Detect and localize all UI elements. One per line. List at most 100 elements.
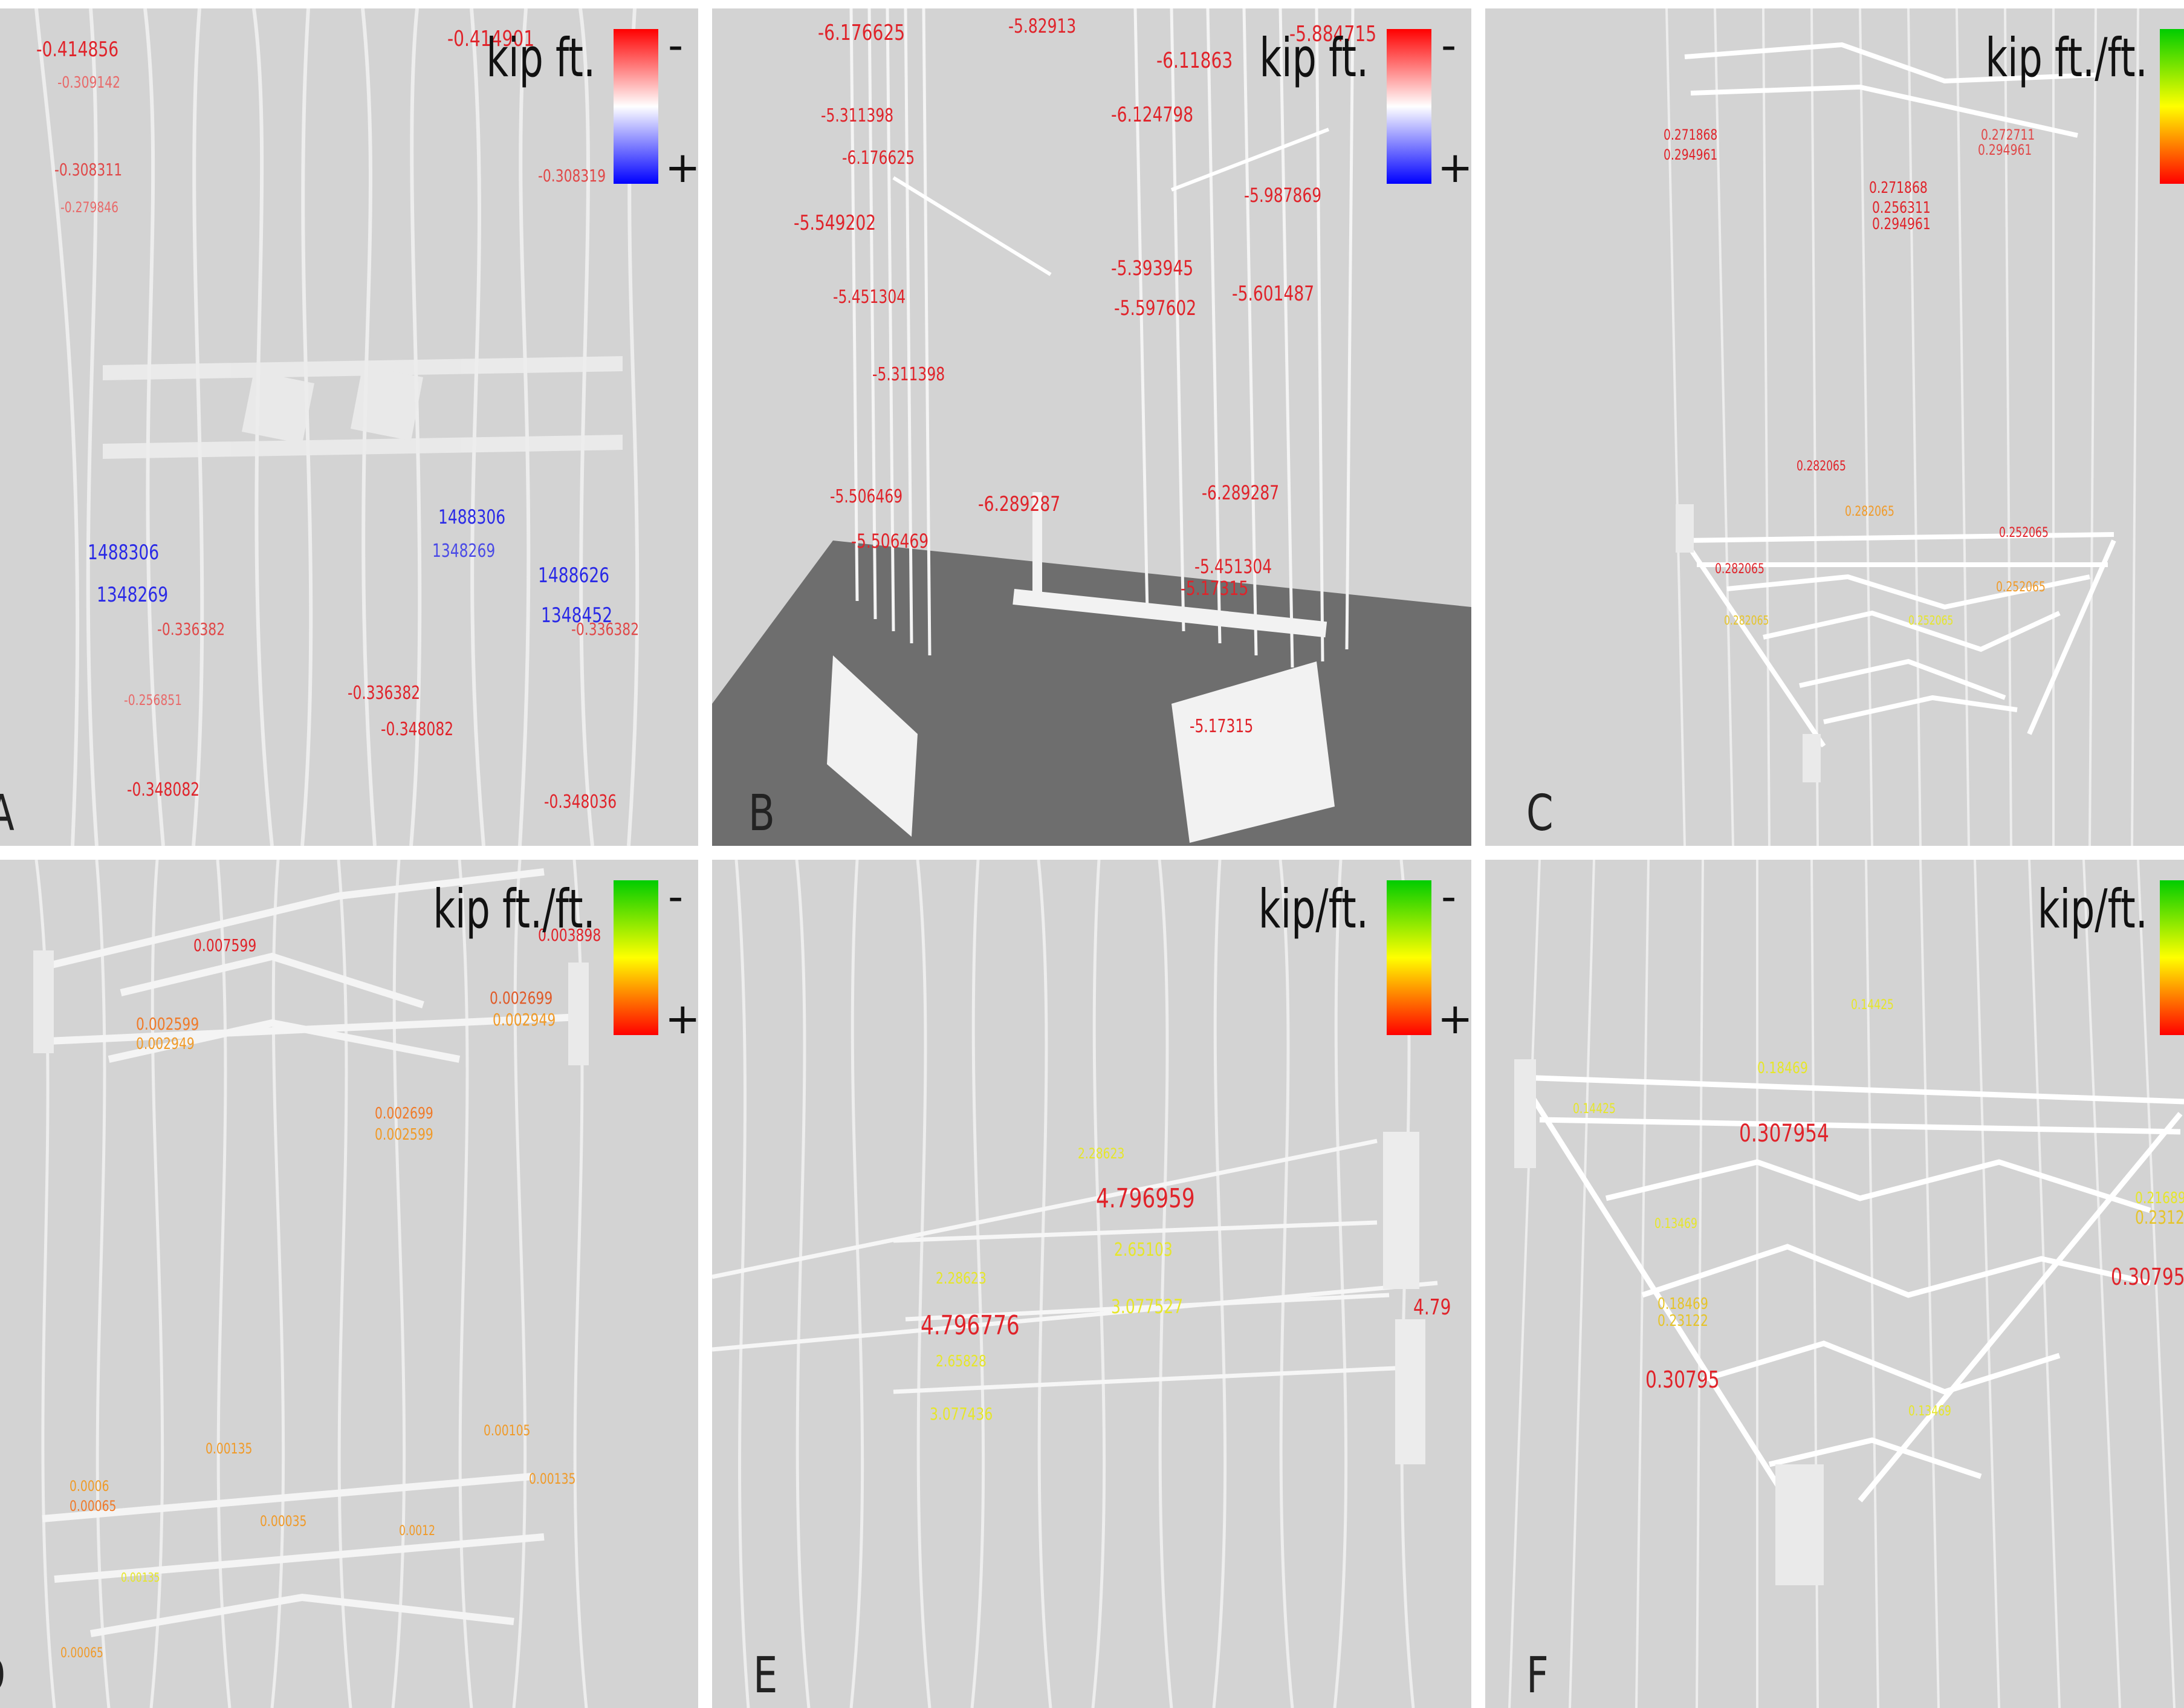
value-label: 0.00065: [70, 1498, 117, 1515]
value-label: 0.00065: [60, 1646, 103, 1661]
value-label: -0.414901: [447, 27, 535, 51]
legend-plus: +: [665, 994, 698, 1044]
value-label: 1488306: [438, 505, 506, 528]
value-label: -5.451304: [833, 287, 906, 308]
value-label: -5.17315: [1190, 716, 1254, 737]
value-label: 0.0012: [399, 1524, 436, 1539]
value-label: -5.987869: [1244, 184, 1322, 207]
value-label: 0.002949: [136, 1035, 195, 1053]
value-label: 2.65828: [936, 1352, 987, 1371]
value-label: 0.00135: [121, 1570, 160, 1585]
panel-letter: C: [1526, 785, 1554, 842]
value-label: 0.252065: [1908, 613, 1954, 628]
value-label: -5.82913: [1008, 15, 1077, 37]
value-label: 0.002949: [493, 1010, 556, 1030]
legend-minus: -: [668, 872, 684, 921]
color-legend: [1387, 880, 1431, 1035]
value-label: -5.451304: [1194, 555, 1272, 578]
value-label: -0.336382: [157, 619, 225, 639]
value-label: -5.311398: [821, 105, 894, 126]
panel-letter: D: [0, 1647, 5, 1704]
value-label: 0.13469: [1654, 1216, 1697, 1232]
value-label: -6.289287: [1202, 481, 1280, 504]
legend-plus: +: [665, 143, 698, 192]
value-label: 0.002599: [136, 1014, 199, 1034]
value-label: 0.003898: [538, 925, 601, 945]
value-label: -5.311398: [872, 364, 945, 385]
value-label: 0.252065: [1996, 580, 2046, 595]
value-label: 0.30795: [1645, 1366, 1720, 1393]
panel-letter: B: [748, 785, 775, 842]
value-label: -5.601487: [1232, 282, 1315, 306]
value-label: 4.796776: [921, 1310, 1020, 1341]
value-label: 0.00105: [484, 1422, 531, 1439]
value-label: 0.002699: [490, 988, 553, 1008]
structure-drawing: [1665, 8, 2139, 846]
value-label: -0.348036: [544, 791, 617, 813]
unit-label: kip ft./ft.: [1985, 27, 2148, 89]
color-legend: [1387, 29, 1431, 184]
value-label: 0.18469: [1657, 1295, 1708, 1313]
value-label: -0.336382: [571, 619, 640, 639]
value-label: 0.002599: [375, 1126, 433, 1144]
value-label: 1348269: [432, 541, 496, 562]
value-label: 0.21689: [2135, 1189, 2184, 1207]
unit-label: kip ft./ft.: [433, 878, 595, 940]
structure-drawing: [712, 8, 1471, 846]
value-label: 0.30795: [2111, 1264, 2184, 1290]
value-label: -0.348082: [381, 719, 454, 740]
panel-f: 0.307954 0.30795 0.30795 0.18469 0.21689…: [1485, 860, 2184, 1708]
legend-minus: -: [1441, 21, 1457, 70]
unit-label: kip ft.: [486, 27, 595, 89]
value-label: 1348269: [97, 583, 169, 607]
value-label: 0.14425: [1851, 998, 1894, 1013]
structure-drawing: [712, 860, 1438, 1708]
value-label: -0.414856: [36, 37, 119, 62]
value-label: 4.79: [1413, 1295, 1451, 1320]
value-label: 3.077527: [1111, 1295, 1184, 1318]
panel-a: -0.414856 -0.414901 -0.309142 -0.308311 …: [0, 8, 698, 846]
value-label: 0.282065: [1797, 459, 1846, 474]
value-label: 0.271868: [1664, 126, 1718, 143]
value-label: 0.18469: [1757, 1059, 1808, 1077]
value-label: -5.393945: [1111, 256, 1194, 281]
value-label: 0.294961: [1872, 215, 1931, 233]
value-label: 0.00135: [206, 1440, 253, 1457]
value-label: 2.65103: [1114, 1239, 1173, 1261]
value-label: 0.294961: [1664, 146, 1718, 163]
panel-c: 0.271868 0.294961 0.272711 0.294961 0.27…: [1485, 8, 2184, 846]
value-label: 3.077436: [930, 1404, 993, 1424]
value-label: -5.506469: [830, 486, 903, 507]
panel-d: 0.007599 0.003898 0.002699 0.002949 0.00…: [0, 860, 698, 1708]
value-label: -5.17315: [1181, 577, 1249, 600]
panel-letter: A: [0, 785, 15, 842]
structure-drawing: [34, 8, 640, 846]
structure-drawing: [1508, 860, 2184, 1708]
value-label: 0.282065: [1715, 562, 1764, 577]
legend-plus: +: [1437, 143, 1471, 192]
unit-label: kip/ft.: [1258, 878, 1369, 940]
structure-drawing: [33, 860, 589, 1708]
value-label: -0.308319: [538, 166, 606, 186]
color-legend: [614, 29, 658, 184]
value-label: -6.124798: [1111, 103, 1194, 127]
unit-label: kip ft.: [1259, 27, 1369, 89]
panel-e: 4.796959 4.796776 2.65103 3.077527 2.286…: [712, 860, 1471, 1708]
value-label: -0.336382: [348, 683, 421, 704]
value-label: -0.348082: [127, 779, 200, 800]
value-label: 2.28623: [1078, 1145, 1125, 1162]
color-legend: [614, 880, 658, 1035]
panel-letter: E: [753, 1647, 778, 1704]
value-label: 2.28623: [936, 1270, 987, 1288]
value-label: 0.252065: [1999, 525, 2049, 541]
value-label: 0.002699: [375, 1105, 433, 1123]
value-label: 1488626: [538, 563, 610, 588]
color-legend: [2160, 880, 2184, 1035]
unit-label: kip/ft.: [2037, 878, 2148, 940]
value-label: -5.884715: [1289, 22, 1377, 47]
value-label: 1488306: [88, 541, 160, 565]
value-label: 0.14425: [1573, 1102, 1616, 1117]
value-label: 0.0006: [70, 1478, 109, 1495]
value-label: -5.597602: [1114, 296, 1197, 320]
value-label: -6.176625: [842, 148, 915, 169]
